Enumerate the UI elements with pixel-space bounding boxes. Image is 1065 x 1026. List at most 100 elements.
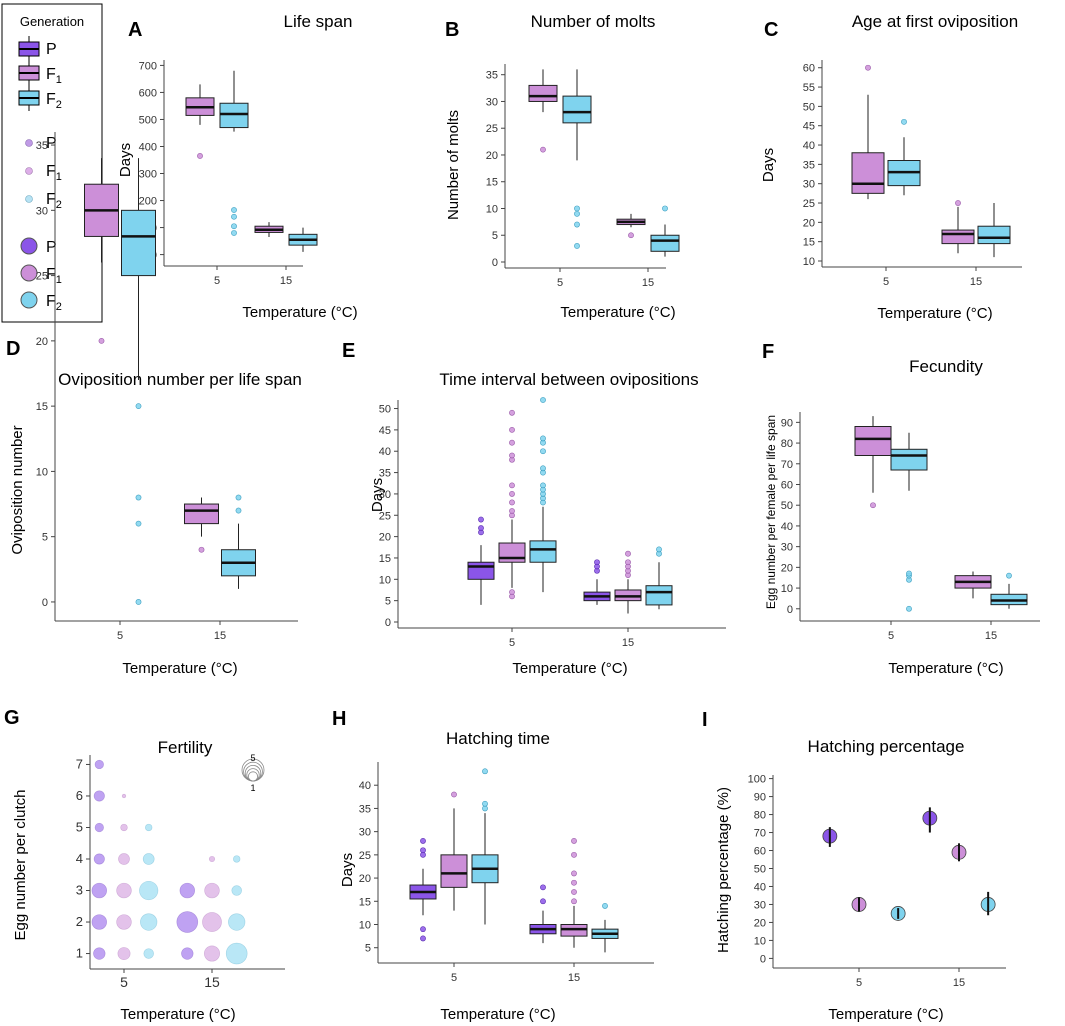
y-tick-label: 15 (486, 177, 498, 189)
outlier-point (540, 435, 546, 442)
panel-c: C Age at first oviposition 10 15 20 25 30 35 40 4… (760, 12, 1022, 322)
y-tick-label: 600 (139, 87, 157, 99)
x-axis-label: Temperature (°C) (512, 660, 627, 677)
outlier-point (625, 550, 631, 557)
y-tick-label: 60 (754, 846, 766, 858)
box-f1-15 (254, 222, 284, 238)
outlier-point (231, 207, 237, 213)
x-tick-label: 15 (214, 630, 226, 642)
box-f1-15 (941, 200, 975, 254)
y-tick-label: 1 (76, 946, 83, 961)
y-tick-label: 25 (359, 850, 371, 862)
outlier-point (509, 589, 515, 596)
outlier-point (420, 847, 426, 854)
x-tick-label: 15 (622, 637, 634, 649)
pointrange-f2-5 (890, 906, 906, 921)
y-tick-label: 0 (42, 597, 48, 609)
outlier-point (602, 903, 608, 909)
bubble-f2 (233, 855, 241, 863)
y-tick-label: 40 (754, 881, 766, 893)
panel-b: B Number of molts 0 5 10 15 20 25 30 35 5 15 Tempera… (445, 12, 680, 321)
outlier-point (509, 409, 515, 416)
y-tick-label: 20 (359, 873, 371, 885)
outlier-point (135, 520, 142, 527)
bubble-p (91, 882, 108, 899)
outlier-point (540, 465, 546, 472)
outlier-point (594, 559, 600, 566)
bubble-f2 (228, 913, 246, 931)
outlier-point (574, 221, 580, 228)
bubble-f1 (208, 855, 216, 863)
pointrange-f1-15 (951, 843, 967, 862)
outlier-point (571, 889, 577, 895)
pointrange-p-5 (822, 827, 838, 847)
size-legend-min-label: 1 (250, 783, 255, 793)
y-axis-label: Number of molts (445, 110, 462, 220)
y-tick-label: 20 (379, 532, 391, 544)
outlier-point (865, 64, 871, 71)
size-legend-max-label: 5 (250, 753, 255, 763)
x-tick-label: 5 (509, 637, 515, 649)
x-tick-label: 15 (568, 972, 580, 984)
bubble-f2 (225, 942, 248, 965)
box-f1-5 (851, 64, 885, 200)
panel-letter: I (702, 709, 708, 731)
outlier-point (420, 926, 426, 933)
outlier-point (656, 546, 662, 553)
bubble-f1 (121, 793, 127, 799)
outlier-point (574, 205, 580, 212)
x-tick-label: 5 (117, 630, 123, 642)
legend-circle-key-f2 (20, 291, 38, 309)
outlier-point (478, 516, 484, 523)
outlier-point (574, 243, 580, 249)
y-tick-label: 4 (76, 851, 83, 866)
bubble-p (91, 914, 108, 930)
outlier-point (197, 153, 203, 159)
box-f2-15 (645, 546, 673, 610)
y-tick-label: 90 (754, 792, 766, 804)
legend-box-label-f1: F1 (46, 66, 62, 86)
bubble-p (93, 790, 105, 802)
outlier-point (625, 559, 631, 566)
y-tick-label: 30 (36, 205, 48, 217)
y-tick-label: 5 (76, 819, 83, 834)
y-tick-label: 30 (754, 899, 766, 911)
box-f1-5 (528, 69, 558, 153)
outlier-point (662, 205, 668, 212)
y-tick-label: 25 (803, 198, 815, 210)
outlier-point (571, 898, 577, 905)
y-tick-label: 70 (781, 459, 793, 471)
outlier-point (135, 599, 142, 605)
y-tick-label: 5 (492, 230, 498, 242)
box-f1-15 (184, 497, 219, 553)
y-tick-label: 25 (36, 271, 48, 283)
box-f1-5 (854, 416, 892, 509)
box-body (529, 540, 557, 563)
bubble-f1 (203, 945, 221, 962)
y-tick-label: 5 (365, 943, 371, 955)
outlier-point (509, 482, 515, 489)
x-tick-label: 5 (883, 276, 889, 288)
box-f2-5 (121, 158, 156, 605)
y-tick-label: 25 (379, 510, 391, 522)
outlier-point (571, 851, 577, 858)
x-tick-label: 15 (970, 276, 982, 288)
y-tick-label: 80 (754, 810, 766, 822)
y-tick-label: 0 (385, 617, 391, 629)
legend-point-label-f1: F1 (46, 163, 62, 183)
y-tick-label: 300 (139, 169, 157, 181)
y-tick-label: 70 (754, 828, 766, 840)
y-tick-label: 20 (754, 917, 766, 929)
y-tick-label: 700 (139, 60, 157, 72)
box-body (528, 84, 558, 102)
legend-point-key-f2 (25, 195, 33, 203)
box-f1-5 (185, 84, 215, 159)
panel-title: Life span (284, 12, 353, 31)
y-tick-label: 25 (486, 123, 498, 135)
bubble-f2 (139, 880, 159, 901)
y-tick-label: 10 (754, 935, 766, 947)
pointrange-f1-5 (851, 897, 867, 912)
outlier-point (540, 898, 546, 905)
box-body (219, 102, 249, 129)
